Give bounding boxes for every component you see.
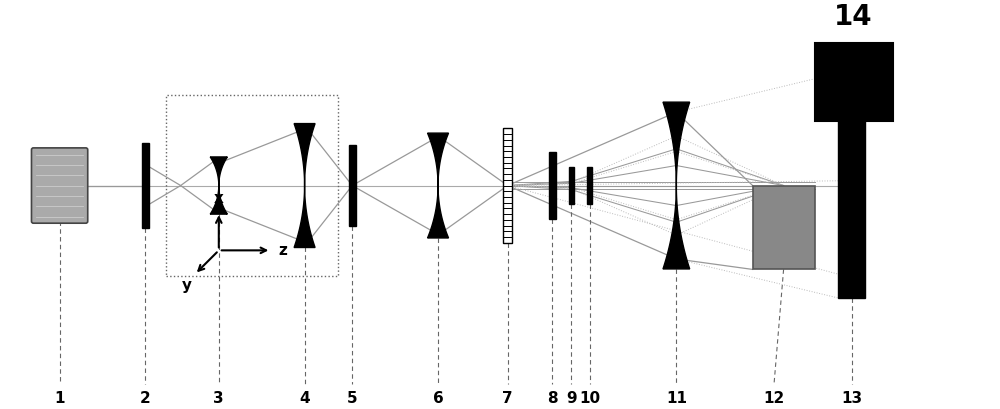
- FancyBboxPatch shape: [31, 148, 88, 223]
- Bar: [166, 95, 338, 276]
- Text: 12: 12: [763, 391, 785, 407]
- Bar: [569, 167, 574, 204]
- Bar: [753, 186, 815, 270]
- Polygon shape: [210, 157, 227, 214]
- Text: 1: 1: [54, 391, 65, 407]
- Text: y: y: [181, 278, 191, 293]
- Polygon shape: [428, 133, 449, 238]
- Text: 7: 7: [502, 391, 513, 407]
- Bar: [587, 167, 592, 204]
- Text: 5: 5: [347, 391, 358, 407]
- Text: 13: 13: [841, 391, 862, 407]
- Bar: [349, 145, 356, 226]
- Text: 14: 14: [834, 3, 873, 31]
- Polygon shape: [294, 124, 315, 247]
- Polygon shape: [663, 102, 690, 269]
- Bar: [503, 128, 512, 243]
- Text: 8: 8: [547, 391, 558, 407]
- Text: 10: 10: [579, 391, 600, 407]
- Bar: [838, 73, 865, 298]
- Text: 2: 2: [140, 391, 151, 407]
- Bar: [549, 152, 556, 219]
- Bar: [142, 143, 149, 229]
- Text: 3: 3: [213, 391, 224, 407]
- Bar: [815, 43, 893, 121]
- Text: 4: 4: [299, 391, 310, 407]
- Text: 11: 11: [666, 391, 687, 407]
- Text: 9: 9: [566, 391, 577, 407]
- Text: z: z: [278, 243, 287, 258]
- Text: x: x: [214, 191, 224, 206]
- Text: 6: 6: [433, 391, 443, 407]
